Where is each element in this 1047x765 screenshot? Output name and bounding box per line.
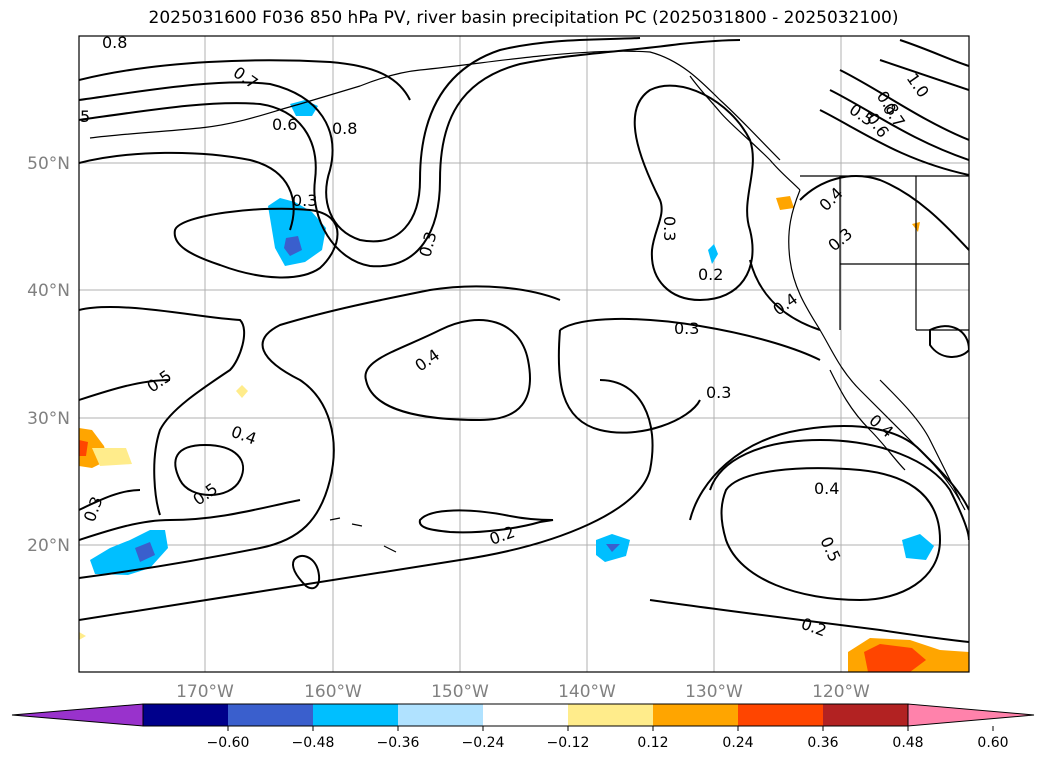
contour-label: 0.8 [332, 119, 357, 138]
contour-label: 0.4 [815, 183, 846, 214]
contour-label: 0.6 [272, 115, 297, 134]
colorbar-tick-label: 0.24 [722, 735, 753, 751]
pv-contours [79, 37, 969, 643]
precip-positive-dot [236, 385, 248, 398]
contour-label: 0.4 [865, 411, 897, 442]
precip-positive-se-red [864, 644, 926, 672]
contour-label: 0.5 [816, 534, 844, 565]
colorbar-tick-label: −0.60 [207, 735, 250, 751]
contour-label: 0.2 [698, 265, 723, 284]
coastlines [89, 50, 969, 553]
colorbar-swatch [653, 704, 738, 726]
border-states [839, 176, 969, 331]
map-frame [78, 35, 970, 673]
lon-label: 150°W [431, 682, 489, 702]
lon-label: 170°W [176, 682, 234, 702]
coast-aleutians [89, 69, 421, 139]
contour-label: 0.4 [769, 289, 801, 319]
precip-negative-gulf [268, 198, 326, 266]
contour-label: 5 [80, 107, 90, 126]
coast-baja [829, 369, 906, 471]
colorbar-swatch [228, 704, 313, 726]
colorbar-tick-label: −0.12 [547, 735, 590, 751]
contour-label: 0.5 [143, 366, 175, 396]
contour-label: 0.4 [814, 479, 839, 498]
contour-label: 0.3 [660, 216, 679, 241]
gridlines [79, 36, 969, 672]
precip-negative-baja [902, 534, 934, 560]
colorbar-swatch [313, 704, 398, 726]
coast-bc [689, 75, 801, 191]
lat-label: 50°N [27, 154, 70, 174]
colorbar-tick-label: −0.24 [462, 735, 505, 751]
colorbar-tick-label: 0.12 [637, 735, 668, 751]
colorbar-extend-high [907, 703, 1035, 727]
contour-label: 0.3 [416, 230, 441, 260]
colorbar-swatch [398, 704, 483, 726]
latitude-labels: 50°N 40°N 30°N 20°N [27, 154, 70, 556]
contour-label: 0.3 [292, 191, 317, 210]
precip-positive-oregon [776, 196, 794, 210]
lon-label: 120°W [812, 682, 870, 702]
lat-label: 30°N [27, 409, 70, 429]
lon-label: 130°W [685, 682, 743, 702]
contour-label: 0.3 [706, 383, 731, 402]
contour-label: 0.7 [230, 63, 262, 93]
colorbar-frame [142, 703, 909, 727]
coast-alaska-south [419, 50, 781, 161]
hawaii [329, 517, 397, 553]
precip-positive-w-red [79, 440, 88, 456]
colorbar-swatch [483, 704, 568, 726]
colorbar-tick-label: −0.48 [292, 735, 335, 751]
lat-label: 20°N [27, 536, 70, 556]
colorbar-tick-label: −0.36 [377, 735, 420, 751]
contour-label: 0.5 [189, 479, 221, 509]
colorbar-tick-label: 0.36 [807, 735, 838, 751]
precip-positive-corner [79, 632, 86, 640]
contour-label: 1.0 [903, 69, 933, 101]
contour-label: 0.4 [229, 422, 259, 449]
contour-label: 0.2 [799, 614, 829, 641]
lon-label: 160°W [304, 682, 362, 702]
precip-negative-small [708, 244, 718, 264]
coast-mexico-mainland [879, 379, 961, 501]
map-title: 2025031600 F036 850 hPa PV, river basin … [148, 8, 899, 28]
colorbar-swatch [568, 704, 653, 726]
contour-label: 0.3 [674, 319, 699, 338]
colorbar-tick-label: 0.60 [977, 735, 1008, 751]
colorbar-swatch [823, 704, 908, 726]
contour-labels: 0.8 0.7 0.6 0.8 5 0.3 0.3 0.3 0.2 0.3 0.… [80, 33, 933, 641]
colorbar-swatch [143, 704, 228, 726]
precip-core-gulf [284, 236, 302, 256]
colorbar: −0.60 −0.48 −0.36 −0.24 −0.12 0.12 0.24 0.36 0.4… [11, 703, 1035, 751]
lon-label: 140°W [558, 682, 616, 702]
longitude-labels: 170°W 160°W 150°W 140°W 130°W 120°W [176, 682, 870, 702]
contour-label: 0.3 [824, 224, 856, 255]
colorbar-extend-low [11, 703, 144, 727]
precip-core-sw [135, 542, 155, 562]
colorbar-tick-label: 0.48 [892, 735, 923, 751]
precip-negative-sw [90, 530, 168, 575]
colorbar-swatch [738, 704, 823, 726]
precip-positive-w-yellow [92, 448, 132, 466]
coast-west-us [788, 189, 966, 511]
lat-label: 40°N [27, 281, 70, 301]
precip-core-mid [606, 544, 620, 552]
contour-label: 0.4 [411, 345, 443, 375]
contour-label: 0.8 [102, 33, 127, 52]
